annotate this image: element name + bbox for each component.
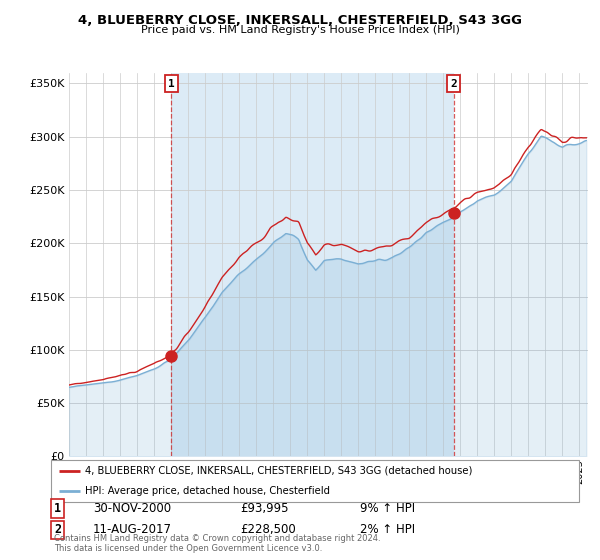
Text: 2% ↑ HPI: 2% ↑ HPI <box>360 523 415 536</box>
Text: £93,995: £93,995 <box>240 502 289 515</box>
Text: £228,500: £228,500 <box>240 523 296 536</box>
Text: 1: 1 <box>168 78 175 88</box>
FancyBboxPatch shape <box>51 460 579 502</box>
Text: 30-NOV-2000: 30-NOV-2000 <box>93 502 171 515</box>
Text: 9% ↑ HPI: 9% ↑ HPI <box>360 502 415 515</box>
Bar <box>171 73 454 456</box>
Text: Contains HM Land Registry data © Crown copyright and database right 2024.
This d: Contains HM Land Registry data © Crown c… <box>54 534 380 553</box>
Text: HPI: Average price, detached house, Chesterfield: HPI: Average price, detached house, Ches… <box>85 486 331 496</box>
Text: 11-AUG-2017: 11-AUG-2017 <box>93 523 172 536</box>
Text: 1: 1 <box>54 502 61 515</box>
Text: 2: 2 <box>451 78 457 88</box>
Text: 2: 2 <box>54 523 61 536</box>
Text: 4, BLUEBERRY CLOSE, INKERSALL, CHESTERFIELD, S43 3GG (detached house): 4, BLUEBERRY CLOSE, INKERSALL, CHESTERFI… <box>85 466 473 476</box>
Text: 4, BLUEBERRY CLOSE, INKERSALL, CHESTERFIELD, S43 3GG: 4, BLUEBERRY CLOSE, INKERSALL, CHESTERFI… <box>78 14 522 27</box>
Text: Price paid vs. HM Land Registry's House Price Index (HPI): Price paid vs. HM Land Registry's House … <box>140 25 460 35</box>
